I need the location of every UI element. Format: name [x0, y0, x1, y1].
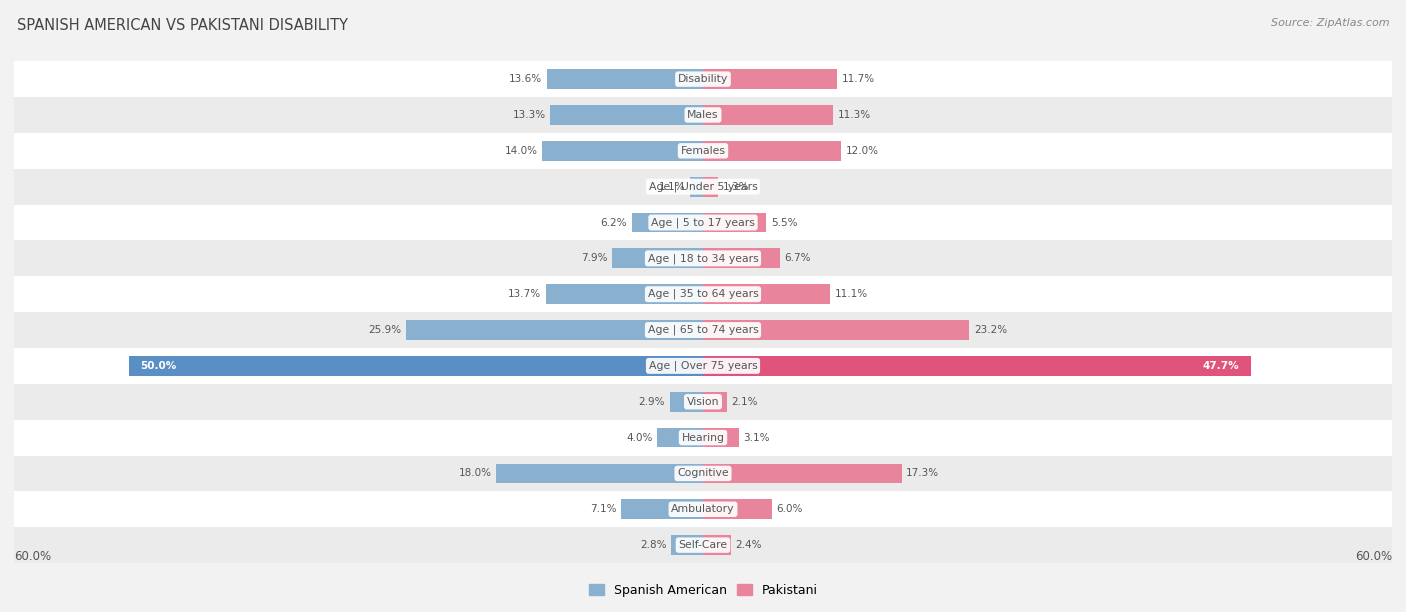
Text: Males: Males [688, 110, 718, 120]
Text: Age | 5 to 17 years: Age | 5 to 17 years [651, 217, 755, 228]
Text: 5.5%: 5.5% [770, 217, 797, 228]
Bar [703, 248, 780, 268]
Bar [703, 177, 718, 196]
Text: 11.3%: 11.3% [838, 110, 870, 120]
Text: 6.7%: 6.7% [785, 253, 811, 263]
Text: Age | Under 5 years: Age | Under 5 years [648, 181, 758, 192]
Bar [14, 527, 1392, 563]
Text: 13.7%: 13.7% [508, 289, 541, 299]
Bar [703, 463, 901, 483]
Text: Age | 18 to 34 years: Age | 18 to 34 years [648, 253, 758, 264]
Text: 2.1%: 2.1% [731, 397, 758, 407]
Text: 60.0%: 60.0% [14, 550, 51, 563]
Text: 50.0%: 50.0% [141, 361, 177, 371]
Text: 47.7%: 47.7% [1202, 361, 1239, 371]
Bar [703, 320, 969, 340]
Text: 7.9%: 7.9% [581, 253, 607, 263]
Bar [703, 285, 831, 304]
Bar [612, 248, 703, 268]
Bar [14, 348, 1392, 384]
Bar [14, 61, 1392, 97]
Text: 3.1%: 3.1% [744, 433, 769, 442]
Legend: Spanish American, Pakistani: Spanish American, Pakistani [583, 579, 823, 602]
Text: 6.2%: 6.2% [600, 217, 627, 228]
Bar [631, 212, 703, 233]
Text: 7.1%: 7.1% [591, 504, 617, 514]
Text: 2.4%: 2.4% [735, 540, 762, 550]
Text: Age | 35 to 64 years: Age | 35 to 64 years [648, 289, 758, 299]
Text: 25.9%: 25.9% [368, 325, 401, 335]
Text: 1.1%: 1.1% [659, 182, 686, 192]
Text: 2.9%: 2.9% [638, 397, 665, 407]
Bar [14, 384, 1392, 420]
Bar [14, 97, 1392, 133]
Text: Age | Over 75 years: Age | Over 75 years [648, 360, 758, 371]
Bar [14, 241, 1392, 276]
Bar [550, 105, 703, 125]
Bar [14, 455, 1392, 491]
Text: SPANISH AMERICAN VS PAKISTANI DISABILITY: SPANISH AMERICAN VS PAKISTANI DISABILITY [17, 18, 347, 34]
Bar [671, 536, 703, 555]
Bar [703, 141, 841, 161]
Bar [547, 69, 703, 89]
Bar [496, 463, 703, 483]
Text: 4.0%: 4.0% [626, 433, 652, 442]
Bar [14, 133, 1392, 169]
Bar [669, 392, 703, 412]
Text: 17.3%: 17.3% [907, 468, 939, 479]
Bar [14, 491, 1392, 527]
Bar [703, 212, 766, 233]
Bar [703, 69, 838, 89]
Bar [703, 499, 772, 519]
Text: 13.3%: 13.3% [513, 110, 546, 120]
Text: Vision: Vision [686, 397, 720, 407]
Text: 18.0%: 18.0% [458, 468, 492, 479]
Bar [14, 312, 1392, 348]
Bar [703, 105, 832, 125]
Bar [14, 169, 1392, 204]
Text: 12.0%: 12.0% [845, 146, 879, 156]
Bar [14, 204, 1392, 241]
Text: Source: ZipAtlas.com: Source: ZipAtlas.com [1271, 18, 1389, 28]
Text: 11.7%: 11.7% [842, 74, 875, 84]
Bar [405, 320, 703, 340]
Bar [703, 428, 738, 447]
Bar [543, 141, 703, 161]
Text: Cognitive: Cognitive [678, 468, 728, 479]
Text: Females: Females [681, 146, 725, 156]
Text: 6.0%: 6.0% [776, 504, 803, 514]
Bar [690, 177, 703, 196]
Text: 2.8%: 2.8% [640, 540, 666, 550]
Bar [703, 536, 731, 555]
Bar [546, 285, 703, 304]
Bar [657, 428, 703, 447]
Text: 14.0%: 14.0% [505, 146, 537, 156]
Text: Self-Care: Self-Care [679, 540, 727, 550]
Text: Ambulatory: Ambulatory [671, 504, 735, 514]
Bar [703, 392, 727, 412]
Bar [14, 420, 1392, 455]
Text: 11.1%: 11.1% [835, 289, 868, 299]
Bar [703, 356, 1251, 376]
Text: Age | 65 to 74 years: Age | 65 to 74 years [648, 325, 758, 335]
Text: Disability: Disability [678, 74, 728, 84]
Bar [621, 499, 703, 519]
Bar [14, 276, 1392, 312]
Text: Hearing: Hearing [682, 433, 724, 442]
Bar [129, 356, 703, 376]
Text: 1.3%: 1.3% [723, 182, 749, 192]
Text: 23.2%: 23.2% [974, 325, 1007, 335]
Text: 60.0%: 60.0% [1355, 550, 1392, 563]
Text: 13.6%: 13.6% [509, 74, 543, 84]
